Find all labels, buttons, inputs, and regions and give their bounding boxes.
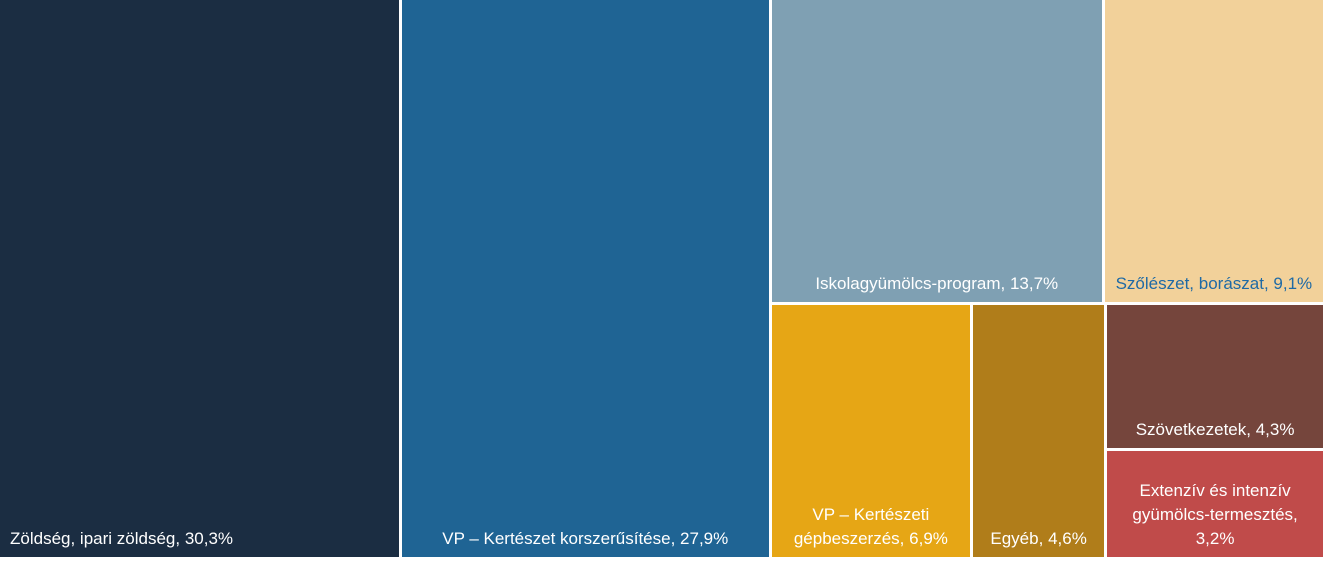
tile: Egyéb, 4,6% (973, 305, 1105, 557)
tile-label: VP – Kertészeti gépbeszerzés, 6,9% (772, 503, 970, 557)
category-label: Iskolagyümölcs-program, (815, 274, 1006, 294)
category-label: Egyéb, (990, 528, 1044, 548)
value-label: 6,9% (909, 528, 948, 548)
tile-label: VP – Kertészet korszerűsítése, 27,9% (402, 527, 769, 557)
category-label: Extenzív és intenzív gyümölcs-termesztés… (1132, 480, 1298, 524)
category-label: Zöldség, ipari zöldség, (10, 529, 181, 548)
value-label: 4,6% (1048, 528, 1087, 548)
tile: Szőlészet, borászat, 9,1% (1104, 0, 1323, 303)
tile-label: Zöldség, ipari zöldség, 30,3% (0, 527, 399, 557)
tile-label: Egyéb, 4,6% (973, 527, 1104, 557)
value-label: 4,3% (1255, 420, 1295, 440)
category-label: Szövetkezetek, (1135, 420, 1251, 440)
value-label: 30,3% (184, 529, 234, 548)
tile-label: Szövetkezetek, 4,3% (1107, 418, 1323, 448)
tile: VP – Kertészeti gépbeszerzés, 6,9% (771, 305, 970, 557)
value-label: 27,9% (680, 529, 729, 548)
tile: Iskolagyümölcs-program, 13,7% (771, 0, 1102, 303)
tile: Zöldség, ipari zöldség, 30,3% (0, 0, 399, 557)
tile: Extenzív és intenzív gyümölcs-termesztés… (1107, 451, 1323, 557)
value-label: 13,7% (1009, 274, 1059, 294)
tile-label: Extenzív és intenzív gyümölcs-termesztés… (1107, 479, 1323, 557)
category-label: Szőlészet, borászat, (1115, 274, 1269, 294)
category-label: VP – Kertészeti gépbeszerzés, (793, 504, 930, 548)
value-label: 3,2% (1195, 528, 1235, 548)
tile-label: Iskolagyümölcs-program, 13,7% (772, 272, 1102, 302)
tile: Szövetkezetek, 4,3% (1107, 305, 1323, 449)
value-label: 9,1% (1273, 274, 1313, 294)
tile: VP – Kertészet korszerűsítése, 27,9% (401, 0, 769, 557)
category-label: VP – Kertészet korszerűsítése, (442, 529, 676, 548)
tile-label: Szőlészet, borászat, 9,1% (1105, 272, 1323, 302)
